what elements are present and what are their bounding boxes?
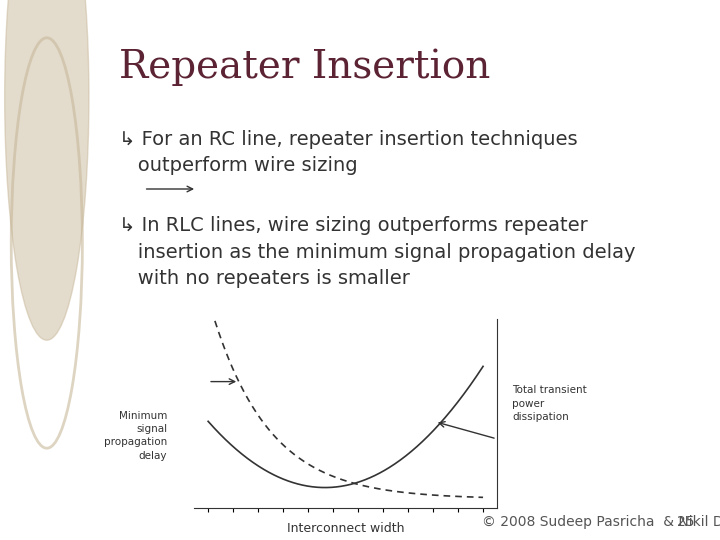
- Text: © 2008 Sudeep Pasricha  & Nikil Dutt: © 2008 Sudeep Pasricha & Nikil Dutt: [482, 515, 720, 529]
- Text: Total transient
power
dissipation: Total transient power dissipation: [512, 386, 587, 422]
- Text: Repeater Insertion: Repeater Insertion: [119, 49, 490, 86]
- Circle shape: [4, 0, 89, 340]
- X-axis label: Interconnect width: Interconnect width: [287, 522, 405, 535]
- Text: ↳ In RLC lines, wire sizing outperforms repeater
   insertion as the minimum sig: ↳ In RLC lines, wire sizing outperforms …: [119, 216, 635, 288]
- Text: ↳ For an RC line, repeater insertion techniques
   outperform wire sizing: ↳ For an RC line, repeater insertion tec…: [119, 130, 577, 175]
- Text: Minimum
signal
propagation
delay: Minimum signal propagation delay: [104, 411, 167, 461]
- Text: 25: 25: [678, 515, 695, 529]
